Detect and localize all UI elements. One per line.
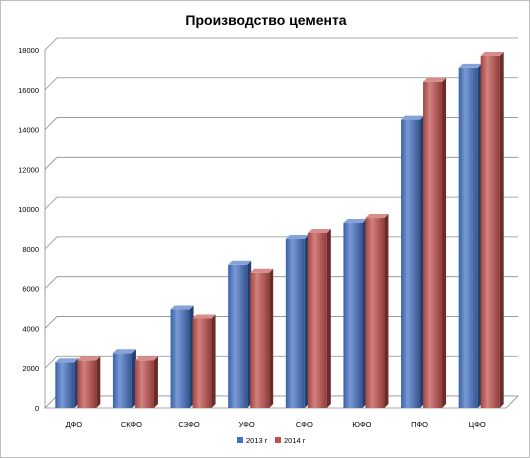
- bar-front: [55, 362, 75, 408]
- bar-top: [285, 234, 309, 239]
- bar-top: [134, 356, 158, 361]
- bar-СЗФО-2013 г: [170, 305, 194, 408]
- bar-top: [228, 260, 252, 265]
- bar-front: [134, 360, 154, 408]
- bar-front: [112, 353, 132, 408]
- legend-label: 2013 г: [246, 436, 268, 445]
- legend: 2013 г 2014 г: [237, 436, 306, 445]
- bars: [55, 51, 504, 409]
- bar-front: [423, 81, 443, 409]
- bar-ЦФО-2013 г: [458, 63, 482, 409]
- legend-item: 2013 г: [237, 436, 268, 445]
- x-tick-label: ПФО: [411, 420, 428, 429]
- y-tick-label: 14000: [18, 126, 39, 135]
- bar-ПФО-2014 г: [423, 77, 447, 409]
- y-tick-label: 10000: [18, 205, 39, 214]
- x-tick-label: СКФО: [121, 420, 142, 429]
- bar-front: [285, 238, 305, 408]
- x-tick-label: СЗФО: [178, 420, 199, 429]
- bar-ЮФО-2014 г: [365, 214, 389, 408]
- bar-front: [170, 309, 190, 408]
- gridline: [44, 117, 518, 130]
- chart-title: Производство цемента: [185, 12, 346, 28]
- bar-top: [423, 77, 447, 82]
- gridline: [44, 196, 518, 210]
- x-axis-tick-labels: ДФО СКФО СЗФО УФО СФО ЮФО ПФО ЦФО: [66, 420, 486, 429]
- bar-СФО-2014 г: [307, 228, 331, 408]
- legend-item: 2014 г: [275, 436, 306, 445]
- bar-СЗФО-2014 г: [192, 314, 216, 408]
- gridline: [44, 236, 518, 250]
- bar-СКФО-2014 г: [134, 356, 158, 408]
- bar-УФО-2013 г: [228, 260, 252, 408]
- bar-front: [77, 360, 97, 408]
- bar-side: [211, 314, 216, 408]
- bar-ПФО-2013 г: [401, 115, 425, 408]
- bar-side: [384, 214, 389, 408]
- bar-top: [365, 214, 389, 219]
- bar-ЦФО-2014 г: [480, 51, 504, 408]
- bar-side: [326, 228, 331, 408]
- bar-УФО-2014 г: [250, 268, 274, 408]
- legend-swatch: [237, 437, 243, 443]
- bar-top: [250, 268, 274, 273]
- bar-top: [401, 115, 425, 120]
- gridline: [44, 316, 518, 329]
- bar-ДФО-2014 г: [77, 356, 101, 408]
- bar-СКФО-2013 г: [112, 349, 136, 408]
- x-tick-label: УФО: [239, 420, 255, 429]
- bar-front: [228, 264, 248, 408]
- grid-lines: [44, 37, 518, 409]
- y-tick-label: 18000: [18, 46, 39, 55]
- bar-front: [250, 272, 270, 408]
- x-tick-label: СФО: [296, 420, 313, 429]
- bar-front: [307, 232, 327, 408]
- bar-top: [170, 305, 194, 310]
- bar-ЮФО-2013 г: [343, 219, 367, 408]
- gridline: [44, 77, 518, 91]
- axes: [44, 50, 519, 409]
- bar-side: [96, 356, 101, 408]
- y-tick-label: 6000: [22, 285, 39, 294]
- bar-top: [77, 356, 101, 361]
- y-tick-label: 0: [35, 404, 39, 413]
- x-tick-label: ЮФО: [352, 420, 371, 429]
- bar-side: [269, 268, 274, 408]
- bar-top: [480, 51, 504, 56]
- bar-front: [192, 318, 212, 408]
- y-tick-label: 12000: [18, 165, 39, 174]
- bar-top: [112, 349, 136, 354]
- bar-СФО-2013 г: [285, 234, 309, 408]
- x-tick-label: ДФО: [66, 420, 83, 429]
- y-axis-tick-labels: 0 2000 4000 6000 8000 10000 12000 14000 16000 180…: [18, 46, 39, 413]
- gridline: [44, 37, 518, 51]
- bar-front: [401, 119, 421, 408]
- bar-side: [153, 356, 158, 408]
- gridline: [44, 156, 518, 170]
- bar-side: [499, 51, 504, 408]
- bar-top: [458, 63, 482, 68]
- y-tick-label: 4000: [22, 324, 39, 333]
- bar-top: [192, 314, 216, 319]
- y-tick-label: 16000: [18, 86, 39, 95]
- bar-top: [55, 358, 79, 363]
- bar-front: [365, 218, 385, 408]
- bar-ДФО-2013 г: [55, 358, 79, 408]
- gridline: [44, 276, 518, 289]
- bar-top: [307, 228, 331, 233]
- bar-side: [442, 77, 447, 409]
- bar-front: [480, 55, 500, 408]
- x-tick-label: ЦФО: [469, 420, 486, 429]
- y-tick-label: 2000: [22, 364, 39, 373]
- y-tick-label: 8000: [22, 245, 39, 254]
- bar-front: [343, 223, 363, 408]
- legend-label: 2014 г: [284, 436, 306, 445]
- bar-front: [458, 67, 478, 409]
- bar-top: [343, 219, 367, 224]
- legend-swatch: [275, 437, 281, 443]
